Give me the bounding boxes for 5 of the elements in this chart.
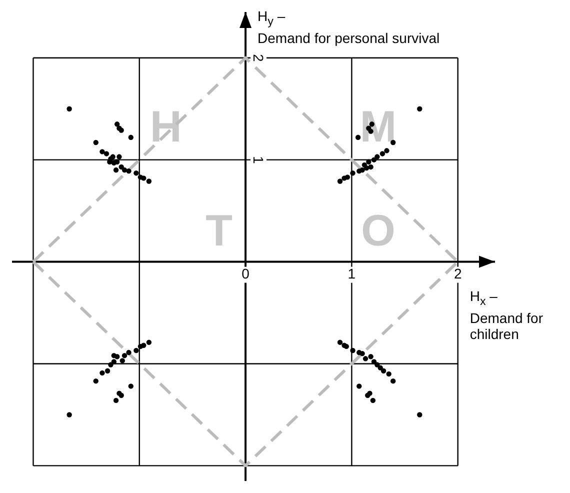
x-tick-label: 0 <box>242 266 250 282</box>
x-tick-label: 1 <box>348 266 356 282</box>
y-axis-title: H$_{y}$ – Demand for personal survival <box>258 8 440 46</box>
x-axis-title: H$_{x}$ – Demand for children <box>470 288 543 342</box>
x-tick-label: 2 <box>454 266 462 282</box>
